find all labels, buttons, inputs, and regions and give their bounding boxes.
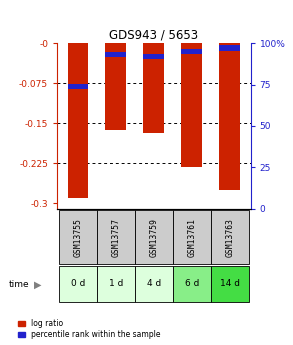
Bar [181,43,202,167]
Bar [105,43,126,130]
Bar [219,46,240,51]
Title: GDS943 / 5653: GDS943 / 5653 [109,29,198,42]
Text: GSM13755: GSM13755 [74,218,83,257]
Text: 6 d: 6 d [185,279,199,288]
Bar [173,210,211,264]
Bar [59,210,97,264]
Text: ▶: ▶ [34,280,41,289]
Bar [211,266,249,302]
Legend: log ratio, percentile rank within the sample: log ratio, percentile rank within the sa… [18,319,160,339]
Bar [211,210,249,264]
Bar [68,43,88,198]
Bar [97,210,135,264]
Bar [97,266,135,302]
Text: 0 d: 0 d [71,279,85,288]
Bar [105,52,126,57]
Text: 14 d: 14 d [220,279,240,288]
Bar [219,43,240,190]
Text: GSM13761: GSM13761 [187,218,196,257]
Text: time: time [9,280,29,289]
Bar [68,83,88,89]
Bar [181,49,202,54]
Bar [173,266,211,302]
Bar [135,266,173,302]
Text: 4 d: 4 d [147,279,161,288]
Text: 1 d: 1 d [109,279,123,288]
Bar [59,266,97,302]
Text: GSM13759: GSM13759 [149,218,158,257]
Text: GSM13763: GSM13763 [225,218,234,257]
Bar [135,210,173,264]
Text: GSM13757: GSM13757 [111,218,120,257]
Bar [143,43,164,133]
Bar [143,54,164,59]
